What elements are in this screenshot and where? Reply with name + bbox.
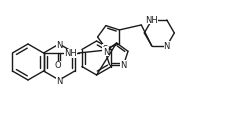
Text: NH: NH [146, 16, 158, 25]
Text: N: N [56, 40, 62, 49]
Text: NH: NH [64, 49, 77, 58]
Text: N: N [164, 42, 170, 51]
Text: O: O [54, 61, 61, 70]
Text: S: S [102, 45, 108, 53]
Text: N: N [56, 76, 62, 85]
Text: N: N [121, 61, 127, 70]
Text: N: N [103, 47, 109, 56]
